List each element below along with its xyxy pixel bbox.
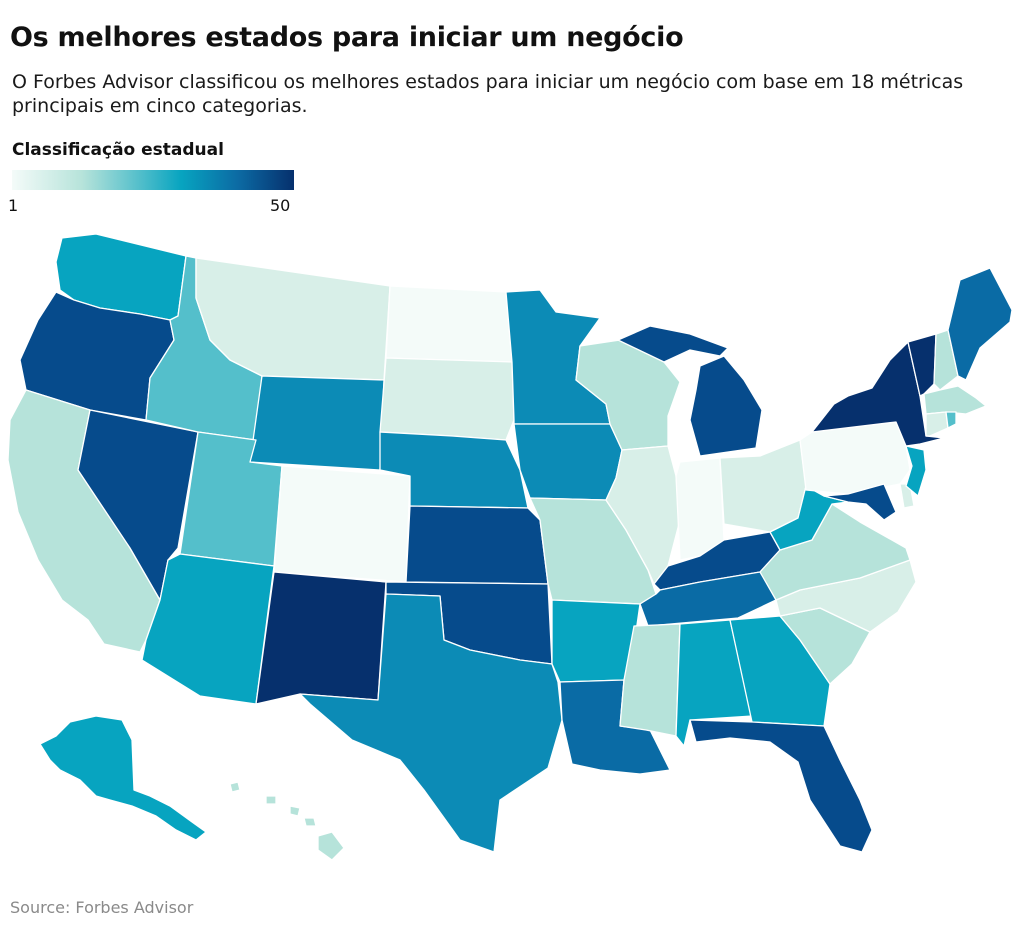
state-hawaii[interactable] bbox=[229, 781, 345, 861]
state-maine[interactable] bbox=[947, 267, 1013, 381]
legend-max-label: 50 bbox=[270, 196, 291, 215]
state-new-hampshire[interactable] bbox=[933, 329, 959, 391]
state-new-jersey[interactable] bbox=[905, 445, 927, 497]
state-michigan-upper-peninsula[interactable] bbox=[617, 325, 729, 363]
state-ohio[interactable] bbox=[719, 439, 807, 533]
state-texas[interactable] bbox=[299, 593, 563, 853]
state-new-mexico[interactable] bbox=[255, 571, 387, 705]
chart-subtitle: O Forbes Advisor classificou os melhores… bbox=[12, 71, 964, 117]
state-maryland[interactable] bbox=[823, 483, 897, 521]
state-alaska[interactable] bbox=[39, 715, 207, 841]
state-wyoming[interactable] bbox=[249, 375, 385, 471]
source-note: Source: Forbes Advisor bbox=[10, 898, 194, 917]
us-choropleth-map bbox=[7, 233, 1013, 861]
legend-title: Classificação estadual bbox=[12, 140, 224, 160]
state-michigan[interactable] bbox=[689, 355, 763, 457]
legend-min-label: 1 bbox=[8, 196, 19, 215]
legend-color-scale bbox=[12, 170, 294, 190]
chart-title: Os melhores estados para iniciar um negó… bbox=[10, 22, 684, 53]
state-connecticut[interactable] bbox=[925, 411, 949, 437]
state-iowa[interactable] bbox=[513, 423, 623, 501]
state-massachusetts[interactable] bbox=[923, 385, 987, 415]
state-florida[interactable] bbox=[689, 719, 873, 853]
state-south-dakota[interactable] bbox=[379, 357, 515, 441]
state-kansas[interactable] bbox=[405, 505, 549, 585]
state-pennsylvania[interactable] bbox=[799, 421, 911, 495]
state-north-dakota[interactable] bbox=[385, 285, 513, 363]
state-colorado[interactable] bbox=[273, 465, 411, 583]
state-rhode-island[interactable] bbox=[945, 411, 957, 429]
state-vermont[interactable] bbox=[907, 333, 937, 397]
